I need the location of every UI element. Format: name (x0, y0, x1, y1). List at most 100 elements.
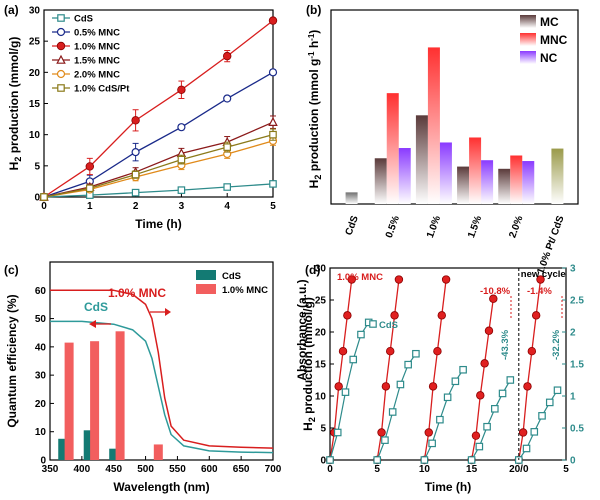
panel-b-category-label: 1.0% (425, 214, 443, 239)
panel-d-ytick-right-label: 3 (570, 264, 576, 275)
panel-d-mnc-line (376, 279, 400, 461)
panel-c-xtick-label: 700 (265, 464, 282, 475)
panel-d-cds-point (538, 412, 546, 420)
panel-d-mnc-point (433, 347, 442, 356)
panel-d-mnc-point (518, 428, 528, 437)
panel-b-category-label: 1.5% (466, 214, 484, 239)
panel-c-ytick-label: 20 (35, 399, 47, 410)
panel-c-ytick-label: 60 (35, 286, 47, 297)
panel-a-xtick-label: 5 (270, 201, 276, 212)
panel-c-legend-label: 1.0% MNC (222, 285, 268, 296)
panel-d-cds-point (341, 388, 350, 396)
panel-d-cds-point (404, 360, 412, 369)
panel-c-xtick-label: 400 (74, 464, 91, 475)
panel-d-ytick-right-label: 1.5 (570, 360, 584, 371)
panel-d-ytick-label: 0 (320, 456, 326, 467)
panel-d-xtick-label: 20/0 (509, 464, 529, 475)
panel-a-point (177, 85, 186, 94)
panel-d-cds-point (373, 456, 382, 464)
panel-d-mnc-line (518, 279, 542, 461)
panel-d-mnc-point (471, 431, 481, 440)
panel-d-cds-point (412, 349, 420, 358)
panel-a-point (131, 188, 140, 197)
panel-a-legend-label: CdS (74, 14, 93, 25)
panel-b-label: (b) (306, 3, 321, 17)
panel-d-xtick-label: 15 (466, 464, 478, 475)
panel-a-series-line (43, 71, 274, 198)
panel-a-xtick-label: 3 (179, 201, 185, 212)
panel-d-annotation: -10.8% (480, 286, 511, 297)
panel-b-legend-swatch (520, 33, 536, 46)
panel-a-legend-marker (57, 84, 65, 92)
panel-c-xtick-label: 550 (169, 464, 186, 475)
panel-a-legend-label: 1.0% CdS/Pt (74, 84, 130, 95)
panel-d-cds-point (443, 393, 452, 402)
panel-d-annotation: -32.2% (551, 329, 562, 360)
panel-d-ytick-label: 10 (315, 392, 327, 403)
panel-d-mnc-point (394, 275, 404, 284)
panel-a-ytick-label: 5 (34, 161, 40, 172)
panel-a-point (268, 68, 278, 77)
panel-a-xtick-label: 0 (41, 201, 47, 212)
panel-d-cds-point (545, 398, 554, 407)
panel-d-legend-cds-marker (369, 320, 377, 328)
panel-b-bar (522, 161, 535, 204)
panel-d-cds-point (553, 386, 562, 395)
panel-d-mnc-point (489, 294, 498, 303)
panel-b-bar (498, 168, 511, 204)
panel-d-ytick-label: 15 (315, 360, 327, 371)
panel-a-ytick-label: 25 (29, 37, 41, 48)
panel-d-mnc-point (480, 359, 489, 368)
panel-c-bar (153, 444, 163, 460)
panel-d-mnc-point (441, 275, 451, 284)
panel-a-point (223, 94, 232, 103)
panel-b-legend-label: MC (540, 15, 559, 29)
panel-a-point (268, 16, 278, 25)
panel-a-ytick-label: 20 (29, 68, 41, 79)
panel-b-bar (481, 160, 494, 204)
panel-a-ytick-label: 10 (29, 130, 41, 141)
panel-a-series-line (43, 121, 274, 198)
panel-b-bar (439, 142, 452, 204)
panel-d-cds-point (333, 428, 342, 437)
panel-a-point (177, 155, 186, 164)
panel-d-xtick-label: 5 (374, 464, 380, 475)
panel-d-mnc-point (476, 391, 485, 400)
panel-d-cds-point (357, 330, 365, 339)
panel-d-mnc-point (377, 428, 386, 437)
panel-d-mnc-point (527, 347, 537, 356)
panel-d-cds-point (506, 376, 515, 384)
panel-d-cds-point (498, 389, 507, 398)
panel-c-ylabel: Quantum efficiency (%) (5, 294, 19, 427)
panel-d-mnc-line (423, 279, 447, 461)
panel-b-bar (345, 192, 358, 204)
panel-d-cds-point (483, 422, 491, 431)
panel-d-mnc-point (536, 275, 545, 284)
panel-c-bar (64, 342, 74, 460)
panel-c-legend-swatch (196, 284, 216, 294)
panel-a-series-line (43, 134, 274, 198)
panel-b-legend-label: NC (540, 51, 558, 65)
panel-c-xtick-label: 600 (201, 464, 218, 475)
panel-d-cds-point (491, 405, 499, 413)
panel-d-ytick-label: 30 (315, 264, 327, 275)
panel-c-curve-label: 1.0% MNC (108, 286, 166, 300)
panel-d-cds-point (396, 380, 405, 389)
panel-a-point (222, 51, 232, 61)
panel-b-bar (386, 93, 399, 204)
panel-d-mnc-point (424, 428, 433, 437)
panel-d-mnc-point (523, 382, 532, 391)
panel-d-cds-point (381, 436, 389, 444)
panel-b-bar (427, 47, 440, 204)
panel-d-ylabel-right: Absorbance (a.u.) (295, 279, 309, 380)
panel-b-bar (415, 115, 428, 204)
panel-b-legend-swatch (520, 51, 536, 64)
panel-d-mnc-point (437, 311, 446, 320)
panel-a-xtick-label: 4 (224, 201, 230, 212)
panel-d-ylabel: H2 production (mmol/g) (301, 297, 317, 431)
panel-d-mnc-point (390, 311, 399, 320)
panel-a-xtick-label: 1 (87, 201, 93, 212)
panel-d-new-cycle-label: new cycle (521, 269, 566, 280)
panel-d-ytick-right-label: 0.5 (570, 424, 584, 435)
panel-a-point (223, 143, 232, 151)
